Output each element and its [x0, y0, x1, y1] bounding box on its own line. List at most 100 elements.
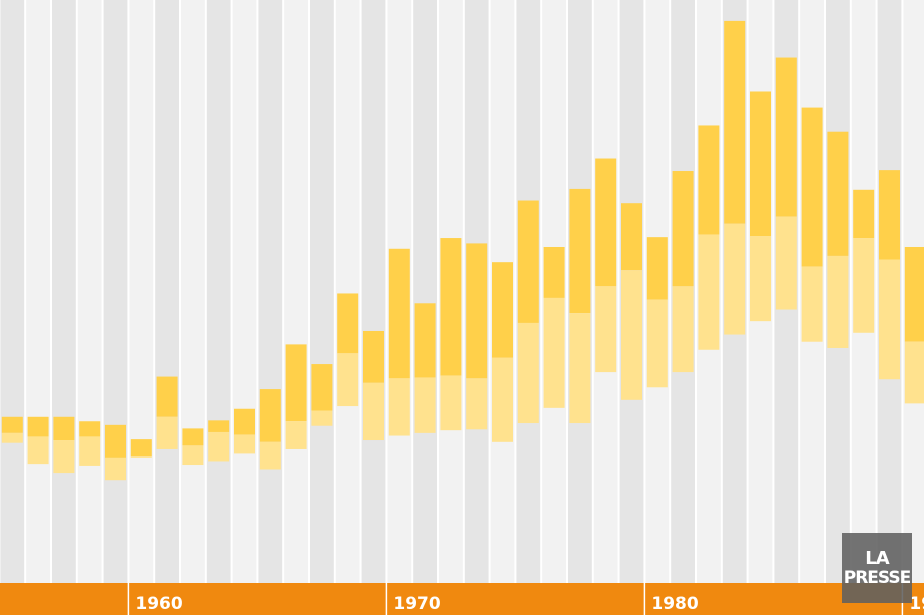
bar-upper-1965 [259, 389, 281, 442]
x-axis-ticks: 1960 1970 1980 1990 [127, 583, 924, 615]
bar-lower-1990 [904, 341, 924, 404]
bar-lower-1967 [311, 410, 333, 426]
column-band [309, 0, 335, 583]
bar-lower-1985 [775, 216, 797, 310]
bar-lower-1957 [53, 440, 75, 474]
bar-lower-1963 [208, 431, 230, 462]
bar-upper-1985 [775, 57, 797, 217]
bar-lower-1962 [182, 445, 204, 466]
logo-line-1: LA [865, 547, 889, 569]
bar-upper-1975 [517, 200, 539, 323]
column-band [257, 0, 284, 583]
bar-upper-1980 [646, 237, 668, 300]
bar-upper-1957 [53, 416, 75, 441]
bar-lower-1965 [259, 441, 281, 470]
bar-upper-1982 [698, 125, 720, 235]
bar-upper-1977 [569, 188, 591, 314]
bar-upper-1972 [440, 238, 462, 376]
bar-upper-1990 [904, 246, 924, 342]
bars [1, 20, 924, 481]
bar-lower-1968 [337, 353, 359, 407]
bar-lower-1975 [517, 322, 539, 424]
bar-lower-1958 [79, 436, 101, 466]
bar-upper-1967 [311, 364, 333, 411]
column-band [128, 0, 155, 583]
bar-lower-1982 [698, 234, 720, 350]
bar-upper-1978 [595, 158, 617, 287]
bar-upper-1955 [1, 416, 23, 433]
bar-lower-1955 [1, 432, 23, 443]
bar-lower-1989 [879, 259, 900, 380]
column-band [231, 0, 258, 583]
tick-label-1990: 1990 [909, 594, 924, 614]
column-band [360, 0, 387, 583]
bar-lower-1979 [621, 270, 642, 400]
bar-lower-1980 [646, 299, 668, 388]
bar-upper-1984 [750, 91, 771, 237]
bar-lower-1972 [440, 375, 462, 431]
bar-lower-1971 [414, 377, 436, 433]
bar-upper-1988 [853, 189, 875, 239]
tick-label-1970: 1970 [393, 594, 440, 614]
bar-lower-1960 [130, 456, 152, 458]
bar-lower-1961 [156, 416, 178, 449]
bar-lower-1964 [234, 434, 255, 454]
column-band [180, 0, 206, 583]
bar-upper-1981 [672, 171, 694, 287]
bar-upper-1970 [388, 248, 410, 379]
column-band [283, 0, 309, 583]
bar-lower-1970 [388, 378, 410, 436]
column-band [25, 0, 51, 583]
bar-upper-1968 [337, 293, 359, 354]
bar-upper-1976 [543, 246, 565, 298]
bar-upper-1963 [208, 420, 230, 432]
bar-upper-1959 [105, 424, 126, 458]
bar-upper-1989 [879, 170, 900, 260]
bar-upper-1973 [466, 243, 488, 379]
bar-upper-1969 [363, 330, 384, 383]
bar-upper-1958 [79, 421, 101, 437]
column-band [154, 0, 180, 583]
bar-upper-1960 [130, 439, 152, 457]
bar-lower-1984 [750, 236, 771, 322]
column-band [412, 0, 438, 583]
column-band [205, 0, 232, 583]
bar-lower-1978 [595, 286, 617, 373]
bar-lower-1986 [801, 266, 823, 342]
bar-upper-1986 [801, 107, 823, 267]
bar-lower-1974 [492, 357, 513, 442]
bar-upper-1962 [182, 428, 204, 446]
column-band [0, 0, 26, 583]
bar-upper-1983 [724, 20, 746, 224]
bar-upper-1961 [156, 376, 178, 417]
bar-upper-1971 [414, 303, 436, 378]
bar-lower-1969 [363, 382, 384, 441]
column-band [76, 0, 103, 583]
bar-lower-1983 [724, 223, 746, 335]
bar-upper-1987 [827, 131, 849, 256]
bar-lower-1959 [105, 457, 126, 481]
bar-upper-1974 [492, 262, 513, 358]
bar-lower-1988 [853, 238, 875, 333]
axis-band [0, 583, 924, 615]
bar-lower-1966 [285, 421, 307, 449]
column-band [102, 0, 129, 583]
tick-label-1960: 1960 [135, 594, 182, 614]
gridlines [0, 0, 1, 583]
bar-lower-1973 [466, 378, 488, 430]
bar-upper-1964 [234, 408, 255, 435]
bar-upper-1979 [621, 203, 642, 271]
bar-lower-1987 [827, 255, 849, 348]
bar-lower-1956 [27, 436, 49, 465]
column-band [334, 0, 361, 583]
logo-line-2: PRESSE [843, 567, 911, 588]
la-presse-logo: LA PRESSE [842, 533, 912, 603]
bar-upper-1956 [27, 416, 49, 437]
bar-lower-1977 [569, 313, 591, 424]
bar-upper-1966 [285, 344, 307, 422]
column-band [51, 0, 77, 583]
tick-label-1980: 1980 [651, 594, 698, 614]
bar-lower-1981 [672, 286, 694, 373]
bar-lower-1976 [543, 297, 565, 408]
